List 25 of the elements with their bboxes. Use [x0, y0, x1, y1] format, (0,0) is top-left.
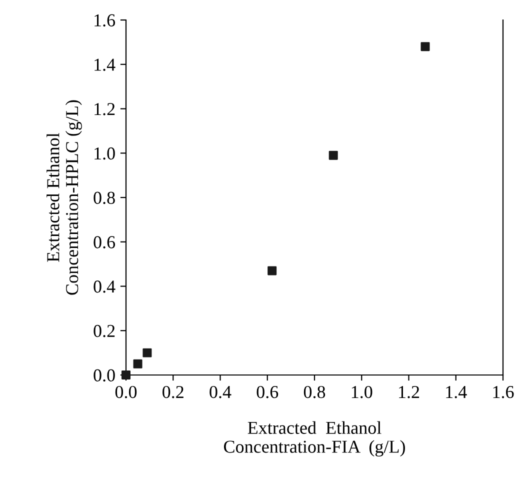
point: [328, 150, 338, 160]
x-tick-label: 1.4: [446, 386, 467, 398]
point: [268, 266, 277, 276]
x-tick-label: 0.0: [115, 386, 137, 398]
y-tick-label: 1.0: [94, 147, 115, 160]
y-tick-label: 1.2: [94, 103, 115, 116]
x-tick-label: 1.6: [493, 386, 514, 398]
y-tick-label: 0.4: [94, 280, 116, 293]
x-tick-label: 0.2: [162, 386, 184, 398]
x-tick-label: 0.4: [210, 386, 232, 398]
x-tick-label: 0.6: [256, 386, 278, 398]
x-axis-title: Extracted Ethanol Concentration-FIA (g/L): [224, 421, 405, 457]
y-tick-label: 0.0: [94, 369, 115, 382]
point: [142, 348, 152, 358]
x-tick-label: 0.8: [304, 386, 326, 398]
y-tick-label: 0.6: [94, 236, 116, 248]
y-axis-title: Extracted Ethanol Concentration-HPLC (g/L): [46, 100, 82, 295]
point: [133, 359, 142, 368]
y-tick-label: 0.2: [94, 324, 115, 338]
y-tick-label: 0.8: [94, 192, 115, 204]
y-tick-label: 1.6: [94, 14, 116, 27]
x-tick-label: 1.2: [399, 386, 420, 398]
point: [420, 42, 430, 52]
x-tick-label: 1.0: [352, 386, 372, 398]
y-tick-label: 1.4: [94, 58, 116, 71]
